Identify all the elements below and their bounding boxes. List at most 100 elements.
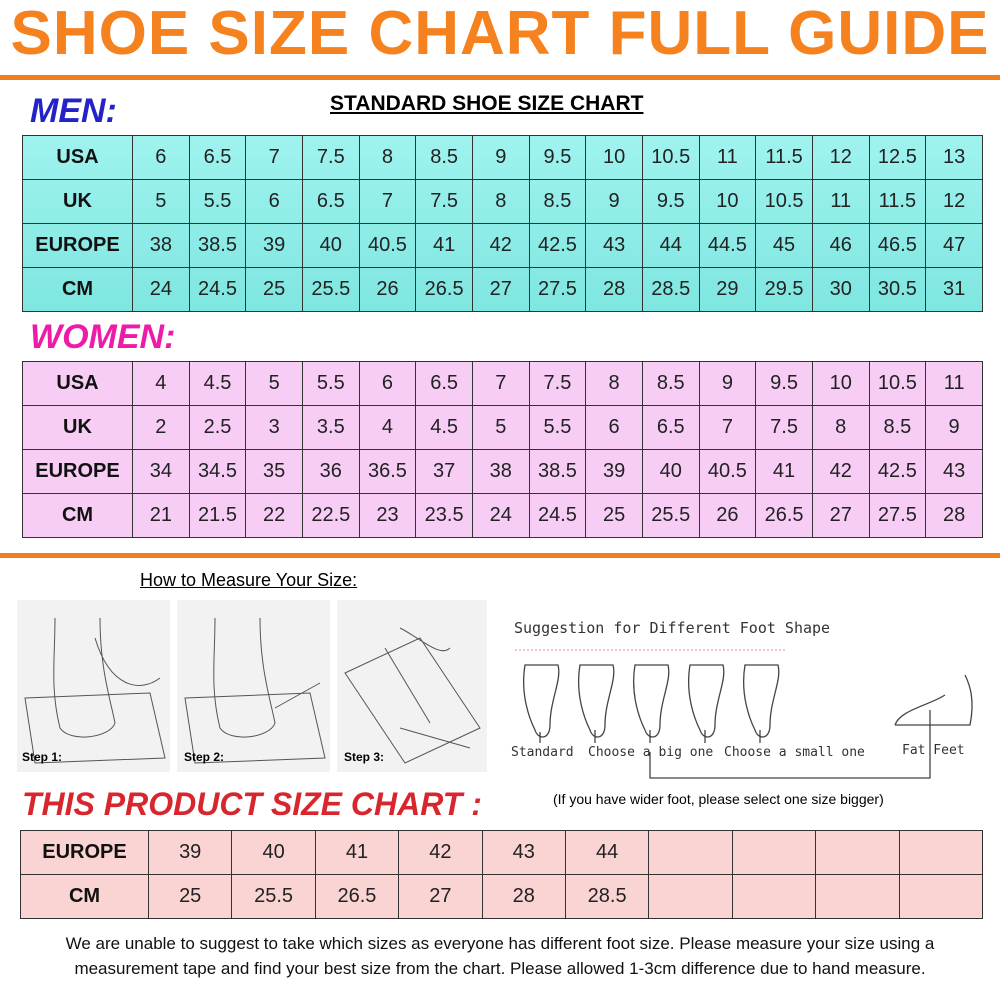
table-cell: 43 [585,223,643,268]
table-cell: 24 [471,493,530,538]
table-cell: 9 [585,179,643,224]
foot-shape-illustration: Suggestion for Different Foot Shape Stan… [511,619,973,779]
table-cell: 28.5 [641,267,700,312]
foot-shape-label: Choose a big one [588,745,713,760]
table-cell: 11.5 [868,179,927,224]
table-cell: 43 [481,830,566,875]
table-cell: 12 [811,135,870,180]
table-cell: 8 [811,405,870,450]
table-cell: 4 [132,361,190,406]
table-cell: 38.5 [188,223,247,268]
table-cell: 7 [358,179,417,224]
table-cell: 5.5 [301,361,360,406]
table-cell: 34.5 [188,449,247,494]
table-cell: 8 [585,361,643,406]
table-row: EUROPE 38 38.5 39 40 40.5 41 42 42.5 43 44 44.5 45 46… [22,223,983,268]
table-cell: 28 [481,874,566,919]
table-cell: 6.5 [188,135,247,180]
table-cell: 36 [301,449,360,494]
step-image [337,600,487,772]
table-cell: 5 [245,361,303,406]
product-table: EUROPE 39 40 41 42 43 44 CM 25 25.5 26.5 27 28 28.5 [20,830,984,919]
table-cell: 27 [398,874,483,919]
table-cell: 35 [245,449,303,494]
table-cell: 26.5 [755,493,813,538]
table-cell [815,830,900,875]
table-cell: 8.5 [868,405,927,450]
table-cell: 29 [698,267,757,312]
table-cell: 2.5 [188,405,247,450]
table-cell: 22 [245,493,303,538]
table-cell: 40 [641,449,700,494]
table-cell: 31 [925,267,983,312]
measure-illustrations: Step 1: Step 2: Step 3: [17,600,487,772]
table-cell: 26.5 [415,267,473,312]
table-cell [648,830,733,875]
table-row: EUROPE 39 40 41 42 43 44 [20,830,984,875]
table-cell: 22.5 [301,493,360,538]
table-cell: 5.5 [528,405,587,450]
table-cell: 46.5 [868,223,927,268]
table-cell: 38 [132,223,190,268]
table-cell: 42.5 [868,449,927,494]
table-cell: 21.5 [188,493,247,538]
table-cell: 39 [147,830,233,875]
table-cell: 7.5 [755,405,813,450]
table-cell: 27 [811,493,870,538]
table-cell: 9.5 [641,179,700,224]
table-row: USA 4 4.5 5 5.5 6 6.5 7 7.5 8 8.5 9 9.5 10 10.5 11 [22,361,983,406]
table-cell: 42.5 [528,223,587,268]
table-cell [815,874,900,919]
table-cell: 25 [585,493,643,538]
table-cell: 26 [358,267,417,312]
table-cell: 4.5 [188,361,247,406]
step-label: Step 3: [344,750,384,764]
table-cell: 28.5 [564,874,650,919]
table-cell: 44 [564,830,650,875]
chart-subtitle: STANDARD SHOE SIZE CHART [330,92,644,115]
table-cell: 7.5 [528,361,587,406]
foot-shape-label: Choose a small one [724,745,865,760]
table-cell: 9 [698,361,757,406]
row-label: EUROPE [20,830,149,875]
table-row: UK 2 2.5 3 3.5 4 4.5 5 5.5 6 6.5 7 7.5 8 8.5 9 [22,405,983,450]
table-row: USA 6 6.5 7 7.5 8 8.5 9 9.5 10 10.5 11 11.5 12 12.5 13 [22,135,983,180]
table-cell: 47 [925,223,983,268]
table-cell: 24 [132,267,190,312]
table-cell: 23 [358,493,417,538]
table-cell: 11.5 [755,135,813,180]
table-cell: 30.5 [868,267,927,312]
table-row: EUROPE 34 34.5 35 36 36.5 37 38 38.5 39 40 40.5 41 42… [22,449,983,494]
table-cell: 10.5 [755,179,813,224]
table-row: CM 21 21.5 22 22.5 23 23.5 24 24.5 25 25.5 26 26.5 27… [22,493,983,538]
table-cell: 40.5 [358,223,417,268]
table-cell: 5 [471,405,530,450]
table-cell: 34 [132,449,190,494]
table-cell: 25 [147,874,233,919]
table-cell [898,874,984,919]
table-cell: 21 [132,493,190,538]
women-heading: WOMEN: [30,318,176,356]
table-cell: 24.5 [528,493,587,538]
table-cell: 42 [471,223,530,268]
table-cell: 12 [925,179,983,224]
footer-line: We are unable to suggest to take which s… [65,934,935,953]
table-cell: 8.5 [415,135,473,180]
table-cell: 4.5 [415,405,473,450]
table-cell: 12.5 [868,135,927,180]
table-cell: 6.5 [415,361,473,406]
step-label: Step 2: [184,750,224,764]
table-cell: 2 [132,405,190,450]
table-cell: 10 [698,179,757,224]
table-cell: 23.5 [415,493,473,538]
table-cell: 10.5 [641,135,700,180]
table-cell: 7.5 [415,179,473,224]
step-image [17,600,170,772]
table-cell: 27 [471,267,530,312]
women-table: USA 4 4.5 5 5.5 6 6.5 7 7.5 8 8.5 9 9.5 10 10.5 11 UK 2 2.… [22,361,983,538]
table-cell: 11 [698,135,757,180]
table-cell: 4 [358,405,417,450]
table-cell: 10.5 [868,361,927,406]
table-cell: 41 [755,449,813,494]
